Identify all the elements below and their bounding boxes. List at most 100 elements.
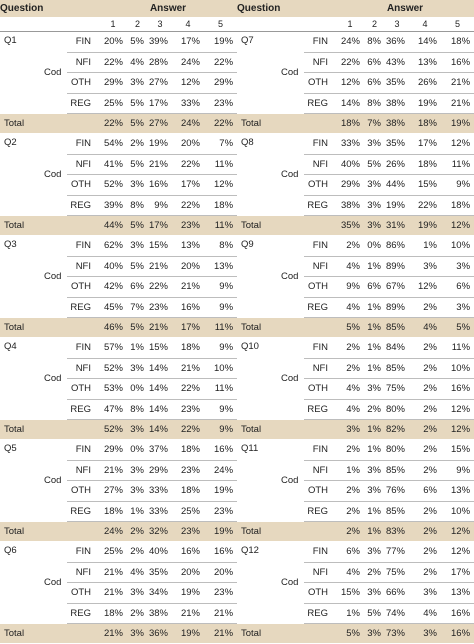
- category-label: REG: [67, 501, 99, 522]
- value-cell: 8%: [204, 235, 238, 257]
- value-cell: 16%: [204, 541, 238, 563]
- value-cell: 16%: [172, 297, 204, 318]
- value-cell: 1%: [364, 337, 385, 359]
- value-cell: 7%: [127, 297, 148, 318]
- value-cell: 2%: [336, 235, 364, 257]
- value-cell: 23%: [204, 501, 238, 522]
- value-cell: 33%: [148, 501, 172, 522]
- total-label: Total: [237, 419, 336, 440]
- value-cell: 57%: [99, 337, 127, 359]
- value-cell: 3%: [127, 358, 148, 379]
- value-cell: 2%: [409, 358, 441, 379]
- category-label: FIN: [67, 133, 99, 155]
- value-cell: 0%: [127, 439, 148, 461]
- total-value: 9%: [204, 419, 238, 440]
- total-value: 3%: [336, 419, 364, 440]
- value-cell: 3%: [409, 582, 441, 604]
- total-label: Total: [237, 215, 336, 236]
- value-cell: 13%: [172, 235, 204, 257]
- value-cell: 45%: [99, 297, 127, 318]
- cod-label: Cod: [281, 373, 299, 385]
- table-row: OTH 29% 3% 44% 15% 9%: [237, 174, 474, 196]
- value-cell: 21%: [99, 582, 127, 604]
- total-value: 17%: [172, 317, 204, 338]
- value-cell: 23%: [204, 93, 238, 114]
- value-cell: 1%: [127, 501, 148, 522]
- value-cell: 1%: [364, 297, 385, 318]
- value-cell: 38%: [148, 603, 172, 624]
- total-value: 44%: [99, 215, 127, 236]
- total-row: Total 35% 3% 31% 19% 12%: [237, 215, 474, 236]
- answer-col-5: 5: [441, 17, 474, 32]
- value-cell: 2%: [409, 460, 441, 481]
- total-row: Total 46% 5% 21% 17% 11%: [0, 317, 238, 338]
- cod-label: Cod: [281, 271, 299, 283]
- value-cell: 14%: [148, 399, 172, 420]
- category-label: REG: [304, 399, 336, 420]
- category-label: FIN: [67, 235, 99, 257]
- question-label: Q11: [241, 443, 259, 454]
- table-row: Q10 Cod FIN 2% 1% 84% 2% 11%: [237, 337, 474, 384]
- total-label: Total: [237, 113, 336, 134]
- category-label: FIN: [67, 337, 99, 359]
- cod-label: Cod: [44, 67, 62, 79]
- total-value: 1%: [364, 317, 385, 338]
- value-cell: 76%: [385, 480, 409, 502]
- value-cell: 3%: [127, 72, 148, 94]
- total-value: 5%: [336, 623, 364, 644]
- value-cell: 12%: [409, 276, 441, 298]
- value-cell: 16%: [441, 52, 474, 73]
- table-row: Q8 Cod FIN 33% 3% 35% 17% 12%: [237, 133, 474, 180]
- question-label: Q6: [4, 545, 17, 556]
- total-value: 22%: [172, 419, 204, 440]
- table-row: Q4 Cod FIN 57% 1% 15% 18% 9%: [0, 337, 238, 384]
- value-cell: 21%: [172, 358, 204, 379]
- value-cell: 14%: [336, 93, 364, 114]
- value-cell: 15%: [441, 439, 474, 461]
- table-row: OTH 4% 3% 75% 2% 16%: [237, 378, 474, 400]
- category-label: FIN: [67, 541, 99, 563]
- value-cell: 24%: [336, 31, 364, 53]
- table-row: Q2 Cod FIN 54% 2% 19% 20% 7%: [0, 133, 238, 180]
- category-label: OTH: [304, 174, 336, 196]
- category-label: FIN: [304, 541, 336, 563]
- value-cell: 26%: [409, 72, 441, 94]
- value-cell: 21%: [148, 154, 172, 175]
- total-value: 23%: [172, 521, 204, 542]
- value-cell: 23%: [172, 460, 204, 481]
- question-label: Q3: [4, 239, 17, 250]
- value-cell: 6%: [364, 52, 385, 73]
- value-cell: 33%: [148, 480, 172, 502]
- value-cell: 11%: [441, 154, 474, 175]
- value-cell: 2%: [409, 562, 441, 583]
- answer-col-4: 4: [409, 17, 441, 32]
- value-cell: 16%: [204, 439, 238, 461]
- question-label: Q8: [241, 137, 254, 148]
- total-value: 38%: [385, 113, 409, 134]
- value-cell: 12%: [336, 72, 364, 94]
- value-cell: 39%: [148, 31, 172, 53]
- total-value: 21%: [204, 623, 238, 644]
- total-value: 36%: [148, 623, 172, 644]
- category-label: FIN: [67, 31, 99, 53]
- total-value: 12%: [441, 521, 474, 542]
- category-label: NFI: [67, 460, 99, 481]
- total-value: 24%: [99, 521, 127, 542]
- value-cell: 2%: [127, 541, 148, 563]
- value-cell: 35%: [385, 133, 409, 155]
- value-cell: 21%: [204, 603, 238, 624]
- value-cell: 18%: [172, 480, 204, 502]
- value-cell: 53%: [99, 378, 127, 400]
- category-label: NFI: [67, 154, 99, 175]
- value-cell: 1%: [336, 603, 364, 624]
- table-row: NFI 40% 5% 21% 20% 13%: [0, 256, 238, 277]
- value-cell: 17%: [148, 93, 172, 114]
- value-cell: 11%: [204, 378, 238, 400]
- total-value: 85%: [385, 317, 409, 338]
- value-cell: 28%: [148, 52, 172, 73]
- value-cell: 9%: [441, 460, 474, 481]
- value-cell: 3%: [441, 256, 474, 277]
- value-cell: 3%: [127, 174, 148, 196]
- table-row: REG 14% 8% 38% 19% 21%: [237, 93, 474, 114]
